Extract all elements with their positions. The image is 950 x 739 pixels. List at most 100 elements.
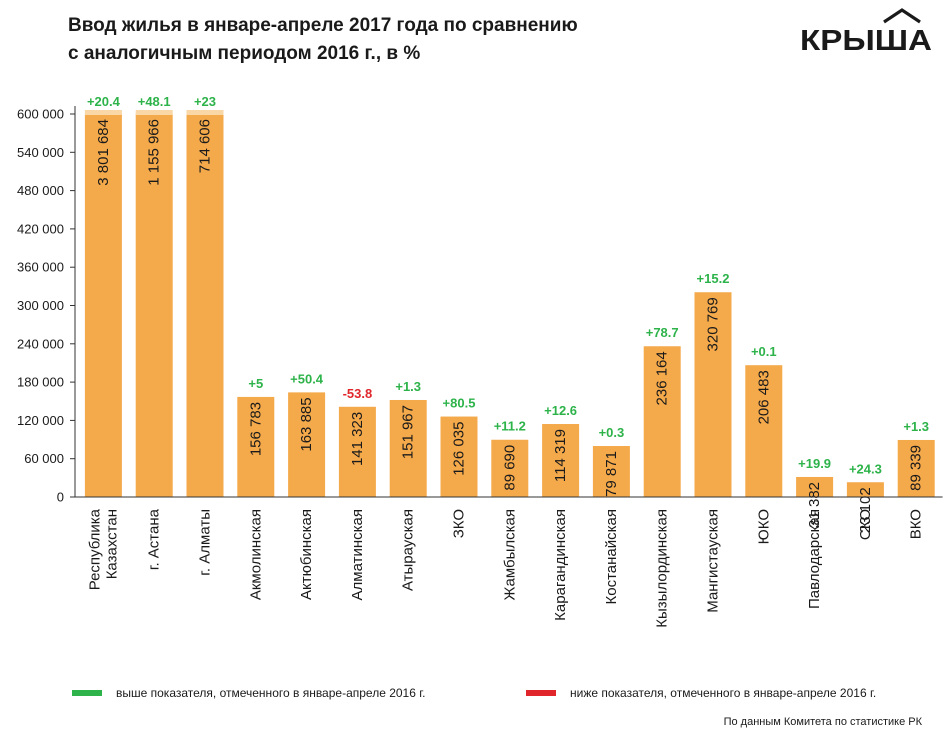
y-tick-label: 300 000 bbox=[17, 298, 64, 313]
bar-value-label: 1 155 966 bbox=[146, 119, 163, 186]
x-category-label: Актюбинская bbox=[298, 509, 315, 600]
x-category-label: Республика bbox=[86, 508, 103, 590]
change-label: +50.4 bbox=[290, 371, 324, 386]
change-label: +15.2 bbox=[697, 271, 730, 286]
bar bbox=[186, 114, 224, 497]
bar bbox=[897, 439, 935, 497]
legend-item-lower: ниже показателя, отмеченного в январе-ап… bbox=[526, 686, 876, 700]
y-axis: 0 60 000 120 000 180 000 240 000 300 000 360 0… bbox=[17, 106, 76, 505]
x-category-label: Казахстан bbox=[103, 509, 120, 579]
bar-value-label: 79 871 bbox=[603, 451, 620, 497]
bar-value-label: 126 035 bbox=[451, 422, 468, 476]
change-label: +1.3 bbox=[395, 379, 421, 394]
change-label: +1.3 bbox=[903, 419, 929, 434]
change-label: +0.1 bbox=[751, 344, 777, 359]
bar bbox=[84, 114, 122, 497]
bar-value-label: 151 967 bbox=[400, 405, 417, 459]
x-category-label: Павлодарская bbox=[806, 509, 823, 609]
change-label: +48.1 bbox=[138, 94, 171, 109]
change-label: +5 bbox=[248, 376, 263, 391]
bar-value-label: 31 382 bbox=[806, 482, 823, 528]
bar bbox=[288, 392, 326, 497]
bar-value-label: 320 769 bbox=[705, 297, 722, 351]
x-category-label: г. Астана bbox=[146, 508, 163, 570]
change-label: +80.5 bbox=[443, 396, 476, 411]
y-tick-label: 540 000 bbox=[17, 145, 64, 160]
bar-clip-cap bbox=[186, 110, 224, 115]
legend-label-lower: ниже показателя, отмеченного в январе-ап… bbox=[570, 686, 877, 700]
change-label: +0.3 bbox=[599, 425, 625, 440]
x-category-label: Мангистауская bbox=[705, 509, 722, 613]
bar bbox=[338, 406, 376, 497]
chart-title-line-2: с аналогичным периодом 2016 г., в % bbox=[68, 43, 421, 64]
bar bbox=[389, 399, 427, 497]
source-note: По данным Комитета по статистике РК bbox=[723, 716, 922, 728]
x-category-label: Алматинская bbox=[349, 509, 366, 600]
change-label: -53.8 bbox=[343, 386, 373, 401]
y-tick-label: 180 000 bbox=[17, 375, 64, 390]
change-label: +12.6 bbox=[544, 403, 577, 418]
change-label: +78.7 bbox=[646, 325, 679, 340]
y-tick-label: 60 000 bbox=[24, 451, 64, 466]
x-category-label: Атырауская bbox=[400, 509, 417, 591]
x-category-label: г. Алматы bbox=[197, 509, 214, 576]
y-tick-label: 600 000 bbox=[17, 107, 64, 122]
x-axis: Республика Казахстан г. Астана г. Алматы Акм… bbox=[75, 496, 943, 628]
bar bbox=[643, 346, 681, 497]
bar-value-label: 89 690 bbox=[501, 445, 518, 491]
y-tick-label: 0 bbox=[57, 490, 64, 505]
bar-value-label: 206 483 bbox=[755, 370, 772, 424]
bar bbox=[440, 416, 478, 497]
x-category-label: ЗКО bbox=[451, 509, 468, 538]
x-category-label: СКО bbox=[857, 509, 874, 540]
x-category-label: Кызылординская bbox=[654, 509, 671, 628]
bar bbox=[846, 482, 884, 497]
bar bbox=[135, 114, 173, 497]
chart-title-line-1: Ввод жилья в январе-апреле 2017 года по … bbox=[68, 15, 578, 36]
y-tick-label: 240 000 bbox=[17, 336, 64, 351]
y-tick-label: 360 000 bbox=[17, 260, 64, 275]
legend-label-higher: выше показателя, отмеченного в январе-ап… bbox=[116, 686, 426, 700]
krysha-logo: КРЫША bbox=[800, 8, 932, 54]
bar-chart: 0 60 000 120 000 180 000 240 000 300 000 360 0… bbox=[17, 94, 943, 628]
x-category-label: Акмолинская bbox=[247, 509, 264, 600]
logo-text: КРЫША bbox=[800, 25, 932, 54]
legend-item-higher: выше показателя, отмеченного в январе-ап… bbox=[72, 686, 425, 700]
change-label: +11.2 bbox=[494, 419, 526, 434]
bar-value-label: 236 164 bbox=[654, 351, 671, 405]
bar bbox=[592, 446, 630, 497]
x-category-label: ЮКО bbox=[755, 509, 772, 544]
bar-value-label: 156 783 bbox=[247, 402, 264, 456]
x-category-label: Жамбылская bbox=[501, 509, 518, 601]
bar-value-label: 3 801 684 bbox=[95, 119, 112, 186]
change-label: +19.9 bbox=[798, 456, 831, 471]
x-category-label: ВКО bbox=[908, 509, 925, 539]
bar bbox=[491, 439, 529, 497]
x-category-label: Костанайская bbox=[603, 509, 620, 605]
bar-value-label: 714 606 bbox=[197, 119, 214, 173]
bars: 3 801 684 +20.4 1 155 966 +48.1 714 606 +23 15… bbox=[84, 94, 935, 533]
bar bbox=[694, 292, 732, 497]
bar bbox=[745, 365, 783, 497]
bar-value-label: 114 319 bbox=[552, 429, 569, 482]
x-category-label: Карагандинская bbox=[552, 509, 569, 621]
bar bbox=[542, 424, 580, 497]
y-tick-label: 480 000 bbox=[17, 183, 64, 198]
bar-value-label: 23 102 bbox=[857, 487, 874, 533]
bar-value-label: 89 339 bbox=[908, 445, 925, 491]
bar bbox=[237, 396, 275, 497]
chart-title: Ввод жилья в январе-апреле 2017 года по … bbox=[68, 12, 688, 68]
legend-swatch-green bbox=[72, 690, 102, 696]
y-tick-label: 120 000 bbox=[17, 413, 64, 428]
bar-clip-cap bbox=[135, 110, 173, 115]
change-label: +24.3 bbox=[849, 461, 882, 476]
logo-roof-icon bbox=[883, 8, 921, 24]
change-label: +23 bbox=[194, 94, 216, 109]
change-label: +20.4 bbox=[87, 94, 121, 109]
legend-swatch-red bbox=[526, 690, 556, 696]
bar bbox=[796, 476, 834, 497]
y-tick-label: 420 000 bbox=[17, 221, 64, 236]
bar-value-label: 163 885 bbox=[298, 397, 315, 451]
bar-value-label: 141 323 bbox=[349, 412, 366, 466]
bar-clip-cap bbox=[84, 110, 122, 115]
